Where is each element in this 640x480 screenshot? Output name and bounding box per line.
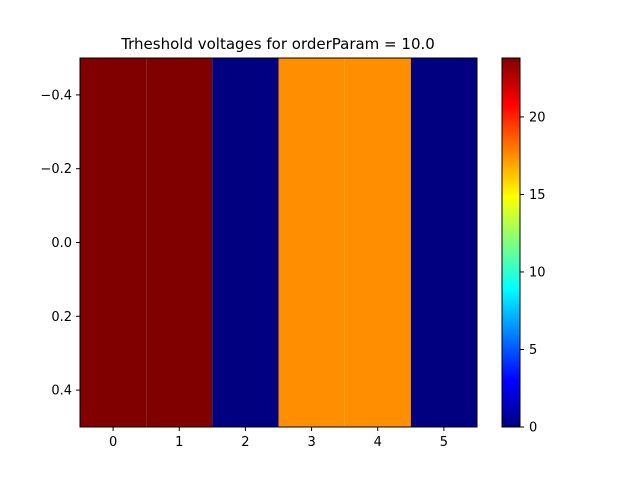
colorbar-axis: 0 5 10 15 20 [520, 110, 546, 436]
y-axis: −0.4 −0.2 0.0 0.2 0.4 [40, 88, 80, 399]
colorbar-tick-label: 0 [529, 421, 537, 436]
x-tick-label: 1 [175, 435, 183, 450]
x-tick-label: 5 [440, 435, 448, 450]
heatmap-cell [410, 58, 477, 427]
y-tick-label: 0.2 [51, 310, 72, 325]
y-tick-label: 0.4 [51, 384, 72, 399]
colorbar-tick-label: 10 [529, 265, 546, 280]
colorbar-tick-label: 5 [529, 343, 537, 358]
heatmap-cell [344, 58, 411, 427]
heatmap-cells [80, 58, 477, 427]
x-tick-label: 2 [241, 435, 249, 450]
y-tick-label: −0.2 [40, 162, 72, 177]
heatmap-cell [146, 58, 213, 427]
colorbar [501, 57, 521, 428]
heatmap-cell [80, 58, 147, 427]
x-axis: 0 1 2 3 4 5 [109, 427, 448, 450]
y-tick-label: 0.0 [51, 236, 72, 251]
heatmap-cell [212, 58, 279, 427]
x-tick-label: 4 [374, 435, 382, 450]
x-tick-label: 0 [109, 435, 117, 450]
x-tick-label: 3 [307, 435, 315, 450]
chart-title: Trheshold voltages for orderParam = 10.0 [120, 35, 435, 53]
colorbar-tick-label: 15 [529, 188, 546, 203]
colorbar-tick-label: 20 [529, 110, 546, 125]
heatmap-cell [278, 58, 345, 427]
y-tick-label: −0.4 [40, 88, 72, 103]
